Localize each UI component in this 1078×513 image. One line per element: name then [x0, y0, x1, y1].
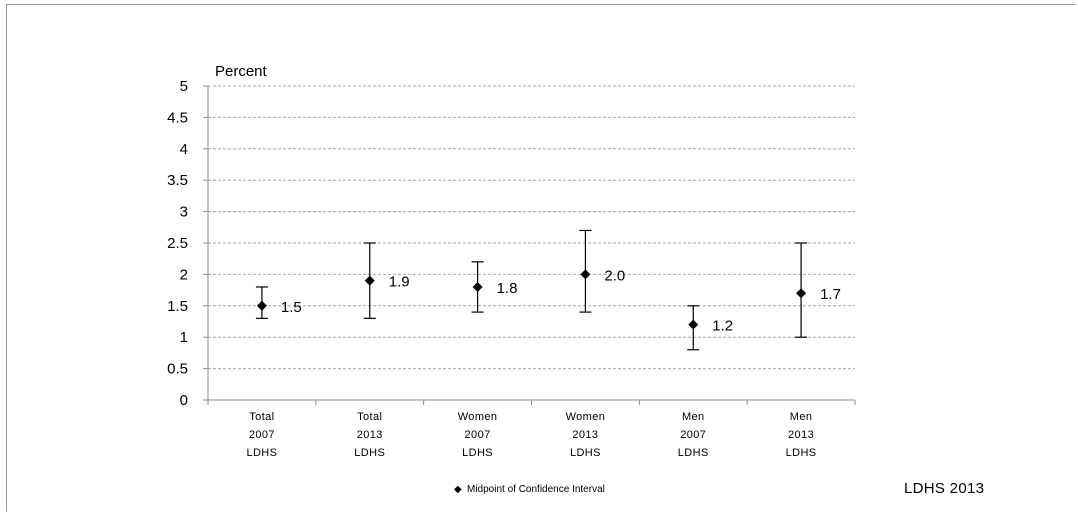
- series-midpoints: 1.5 1.9 1.8 2.0 1.2 1.7: [255, 229, 841, 351]
- data-label: 1.5: [281, 299, 302, 316]
- data-point: 1.8: [471, 261, 518, 313]
- chart-frame: [6, 4, 1076, 511]
- y-tick-label: 1: [180, 329, 188, 346]
- y-tick-label: 4.5: [167, 109, 188, 126]
- data-label: 1.2: [712, 318, 733, 335]
- midpoint-marker: [364, 275, 375, 286]
- y-tick-label: 5: [180, 78, 188, 95]
- x-tick-label: Total 2007 LDHS: [246, 411, 277, 459]
- source-note: LDHS 2013: [904, 480, 984, 497]
- legend-marker-icon: ◆: [454, 484, 462, 495]
- x-tick-label: Men 2013 LDHS: [786, 411, 817, 459]
- y-axis-title: Percent: [215, 63, 268, 80]
- midpoint-marker: [580, 269, 591, 280]
- y-axis-ticks: 0 0.5 1 1.5 2 2.5 3 3.5 4 4.5 5: [167, 78, 208, 409]
- data-point: 1.2: [687, 305, 733, 351]
- x-tick-label: Total 2013 LDHS: [354, 411, 385, 459]
- x-axis-ticks: Total 2007 LDHS Total 2013 LDHS Women 2007 LDHS W…: [207, 400, 856, 459]
- y-tick-label: 0: [180, 392, 188, 409]
- x-tick-label: Women 2013 LDHS: [566, 411, 606, 459]
- midpoint-marker: [472, 281, 483, 292]
- y-tick-label: 3.5: [167, 172, 188, 189]
- y-tick-label: 3: [180, 204, 188, 221]
- data-label: 1.7: [820, 286, 841, 303]
- data-point: 1.5: [255, 286, 302, 319]
- legend: ◆ Midpoint of Confidence Interval: [454, 484, 605, 495]
- midpoint-marker: [796, 288, 807, 299]
- data-label: 2.0: [604, 267, 625, 284]
- legend-label: Midpoint of Confidence Interval: [467, 484, 605, 495]
- y-tick-label: 0.5: [167, 361, 188, 378]
- data-label: 1.8: [497, 280, 518, 297]
- y-tick-label: 4: [180, 141, 188, 158]
- y-tick-label: 2.5: [167, 235, 188, 252]
- y-tick-label: 1.5: [167, 298, 188, 315]
- midpoint-marker: [256, 300, 267, 311]
- y-tick-label: 2: [180, 266, 188, 283]
- data-point: 1.7: [795, 242, 841, 338]
- data-point: 2.0: [579, 229, 625, 313]
- gridlines: [208, 85, 855, 370]
- midpoint-marker: [688, 319, 699, 330]
- data-label: 1.9: [389, 274, 410, 291]
- data-point: 1.9: [363, 242, 410, 319]
- x-tick-label: Women 2007 LDHS: [458, 411, 498, 459]
- x-tick-label: Men 2007 LDHS: [678, 411, 709, 459]
